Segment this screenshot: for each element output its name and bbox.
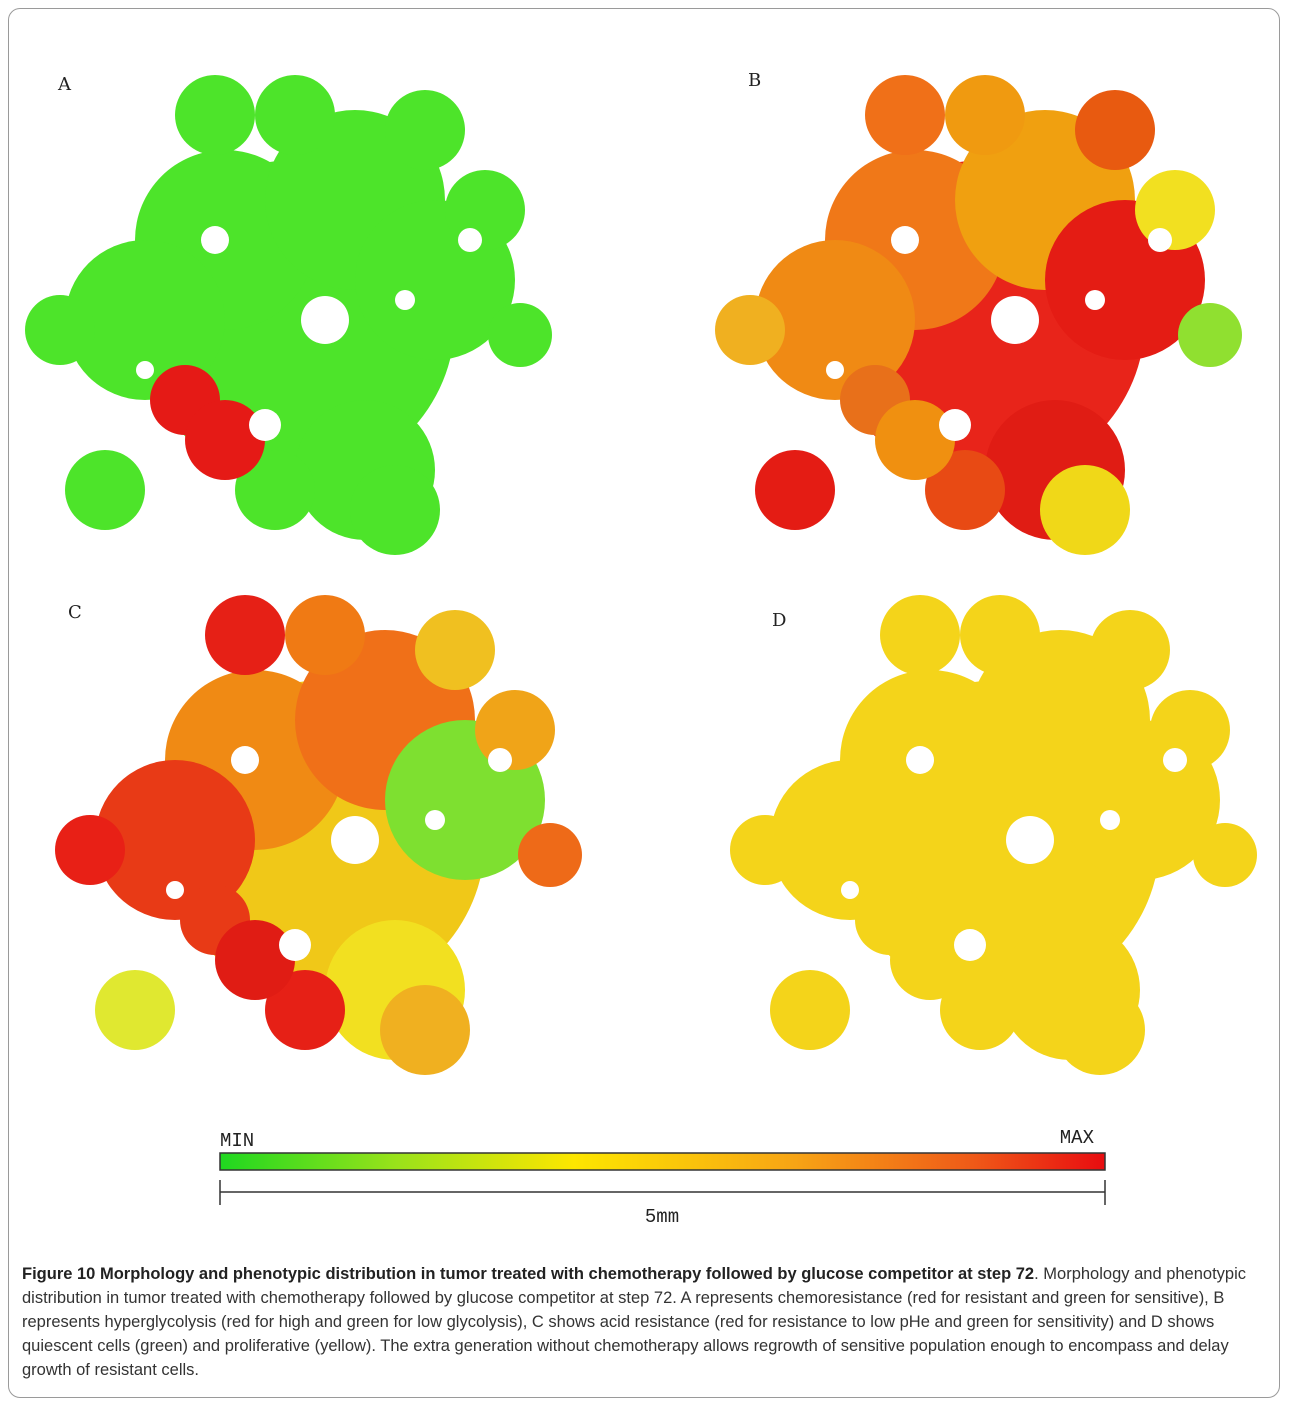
necrotic-gap [331, 816, 379, 864]
scale-label: 5mm [645, 1206, 679, 1228]
tumor-region [715, 295, 785, 365]
colorbar-max-label: MAX [1060, 1127, 1095, 1149]
panel-label: B [748, 70, 761, 91]
caption-title: Morphology and phenotypic distribution i… [99, 1265, 1035, 1283]
tumor-region [940, 970, 1020, 1050]
necrotic-gap [166, 881, 184, 899]
necrotic-gap [201, 226, 229, 254]
necrotic-gap [991, 296, 1039, 344]
necrotic-gap [906, 746, 934, 774]
tumor-region [1150, 690, 1230, 770]
tumor-region [350, 465, 440, 555]
tumor-region [255, 75, 335, 155]
necrotic-gap [826, 361, 844, 379]
tumor-region [65, 450, 145, 530]
necrotic-gap [1100, 810, 1120, 830]
necrotic-gap [488, 748, 512, 772]
tumor-region [215, 920, 295, 1000]
necrotic-gap [1006, 816, 1054, 864]
tumor-region [960, 595, 1040, 675]
tumor-region [518, 823, 582, 887]
necrotic-gap [841, 881, 859, 899]
tumor-region [770, 760, 930, 920]
figure: A B C D MIN MAX 5mm [25, 70, 1257, 1228]
colorbar [219, 1152, 1106, 1171]
necrotic-gap [279, 929, 311, 961]
tumor-region [1135, 170, 1215, 250]
tumor-region [1040, 465, 1130, 555]
necrotic-gap [136, 361, 154, 379]
tumor-region [205, 595, 285, 675]
tumor-region [380, 985, 470, 1075]
tumor-region [770, 970, 850, 1050]
tumor-region [385, 90, 465, 170]
caption-label: Figure 10 [22, 1265, 96, 1283]
necrotic-gap [891, 226, 919, 254]
tumor-region [1090, 610, 1170, 690]
figure-frame [8, 8, 1280, 1398]
necrotic-gap [458, 228, 482, 252]
necrotic-gap [301, 296, 349, 344]
necrotic-gap [395, 290, 415, 310]
tumor-region [865, 75, 945, 155]
tumor-region [65, 240, 225, 400]
caption: Figure 10 Morphology and phenotypic dist… [22, 1262, 1270, 1382]
necrotic-gap [1085, 290, 1105, 310]
panels [25, 75, 1257, 1075]
tumor-region [445, 170, 525, 250]
tumor-region [235, 450, 315, 530]
tumor-region [25, 295, 95, 365]
tumor-region [488, 303, 552, 367]
tumor-region [285, 595, 365, 675]
tumor-region [730, 815, 800, 885]
tumor-region [475, 690, 555, 770]
necrotic-gap [954, 929, 986, 961]
tumor-region [265, 970, 345, 1050]
tumor-region [875, 400, 955, 480]
tumor-region [1075, 90, 1155, 170]
panel-label: A [57, 74, 72, 95]
panel-label: D [772, 610, 786, 631]
tumor-region [185, 400, 265, 480]
tumor-region [890, 920, 970, 1000]
tumor-region [1055, 985, 1145, 1075]
tumor-region [880, 595, 960, 675]
tumor-region [755, 240, 915, 400]
caption-text: . Morphology and phenotypic distribution… [22, 1265, 1247, 1379]
tumor-region [1193, 823, 1257, 887]
necrotic-gap [425, 810, 445, 830]
necrotic-gap [1148, 228, 1172, 252]
tumor-region [945, 75, 1025, 155]
necrotic-gap [249, 409, 281, 441]
necrotic-gap [231, 746, 259, 774]
panel-label: C [68, 602, 82, 623]
necrotic-gap [939, 409, 971, 441]
tumor-region [925, 450, 1005, 530]
tumor-region [1178, 303, 1242, 367]
tumor-region [175, 75, 255, 155]
tumor-region [415, 610, 495, 690]
tumor-region [55, 815, 125, 885]
tumor-region [95, 760, 255, 920]
tumor-region [755, 450, 835, 530]
tumor-region [95, 970, 175, 1050]
colorbar-min-label: MIN [220, 1130, 254, 1152]
necrotic-gap [1163, 748, 1187, 772]
